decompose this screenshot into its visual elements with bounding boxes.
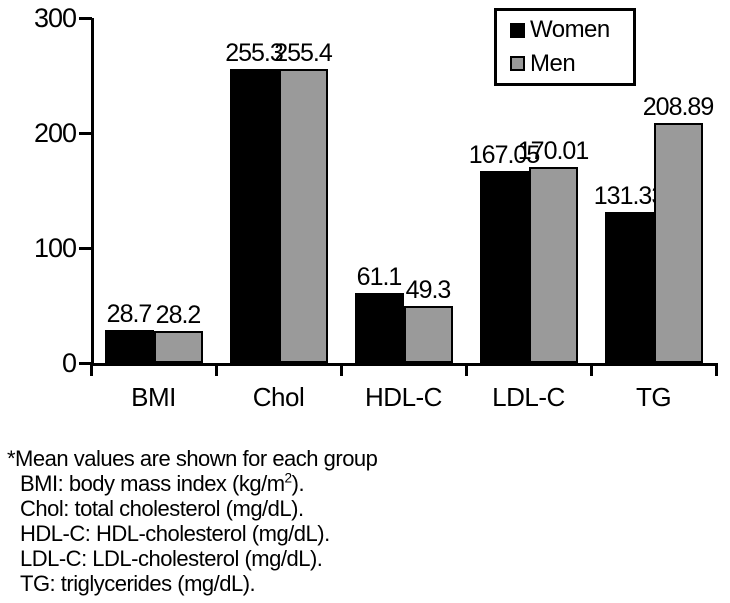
x-axis-line xyxy=(91,363,718,366)
bar-value-label: 255.3 xyxy=(225,39,284,67)
bar-bmi-men xyxy=(153,331,203,363)
bar-value-label: 255.4 xyxy=(274,39,333,67)
bar-tg-men xyxy=(653,123,703,363)
bar-hdl-c-men xyxy=(403,306,453,363)
bar-ldl-c-men xyxy=(528,167,578,363)
x-axis-category-label: TG xyxy=(635,382,672,412)
y-axis-tick xyxy=(79,17,92,20)
x-axis-category-label: LDL-C xyxy=(492,382,565,412)
footnote-line-tg: TG: triglycerides (mg/dL). xyxy=(20,571,256,596)
bar-chol-women xyxy=(229,69,279,363)
y-axis-tick-label: 0 xyxy=(61,348,77,378)
footnote-line-mean: *Mean values are shown for each group xyxy=(7,446,378,471)
x-axis-tick xyxy=(214,363,218,376)
y-axis-tick-label: 100 xyxy=(33,233,77,263)
x-axis-category-label: BMI xyxy=(131,382,176,412)
women-series-swatch xyxy=(510,22,525,38)
x-axis-category-label: HDL-C xyxy=(365,382,442,412)
bar-chol-men xyxy=(278,69,328,363)
bar-bmi-women xyxy=(104,330,154,363)
y-axis-tick-label: 300 xyxy=(33,3,77,33)
footnote: *Mean values are shown for each group BM… xyxy=(7,446,723,596)
bar-tg-women xyxy=(604,212,654,363)
y-axis-tick xyxy=(79,362,92,365)
legend-item-women: Women xyxy=(510,16,633,44)
footnote-line-ldl: LDL-C: LDL-cholesterol (mg/dL). xyxy=(20,546,323,571)
bar-value-label: 28.7 xyxy=(106,300,153,328)
bar-value-label: 49.3 xyxy=(405,276,452,304)
bar-value-label: 61.1 xyxy=(356,263,403,291)
y-axis-line xyxy=(91,18,94,366)
bar-ldl-c-women xyxy=(479,171,529,363)
bar-value-label: 28.2 xyxy=(155,301,202,329)
legend-label-women: Women xyxy=(530,16,610,44)
plot-area: 0 100 200 300 BMI 28.7 28.2 Chol 255.3 255.4 HDL-C… xyxy=(33,3,718,412)
men-series-swatch xyxy=(510,56,525,72)
footnote-line-bmi: BMI: body mass index (kg/m2). xyxy=(7,471,723,496)
bar-value-label: 131.33 xyxy=(593,182,665,210)
x-axis-tick xyxy=(339,363,343,376)
bar-value-label: 167.05 xyxy=(468,141,540,169)
footnote-line-chol: Chol: total cholesterol (mg/dL). xyxy=(20,496,304,521)
x-axis-tick xyxy=(589,363,593,376)
bar-value-label: 170.01 xyxy=(517,137,589,165)
footnote-line-hdl: HDL-C: HDL-cholesterol (mg/dL). xyxy=(20,521,330,546)
x-axis-tick xyxy=(89,363,93,376)
legend: Women Men xyxy=(494,8,636,86)
footnote-bmi-suffix: ). xyxy=(291,471,305,496)
y-axis-tick xyxy=(79,247,92,250)
y-axis-tick-label: 200 xyxy=(33,118,77,148)
x-axis-category-label: Chol xyxy=(252,382,305,412)
footnote-bmi-superscript: 2 xyxy=(284,470,293,486)
x-axis-tick xyxy=(714,363,718,376)
legend-item-men: Men xyxy=(510,50,633,78)
bar-hdl-c-women xyxy=(354,293,404,363)
legend-label-men: Men xyxy=(530,49,576,77)
bar-value-label: 208.89 xyxy=(642,93,714,121)
x-axis-tick xyxy=(464,363,468,376)
y-axis-tick xyxy=(79,132,92,135)
footnote-bmi-prefix: BMI: body mass index (kg/m xyxy=(20,471,285,496)
